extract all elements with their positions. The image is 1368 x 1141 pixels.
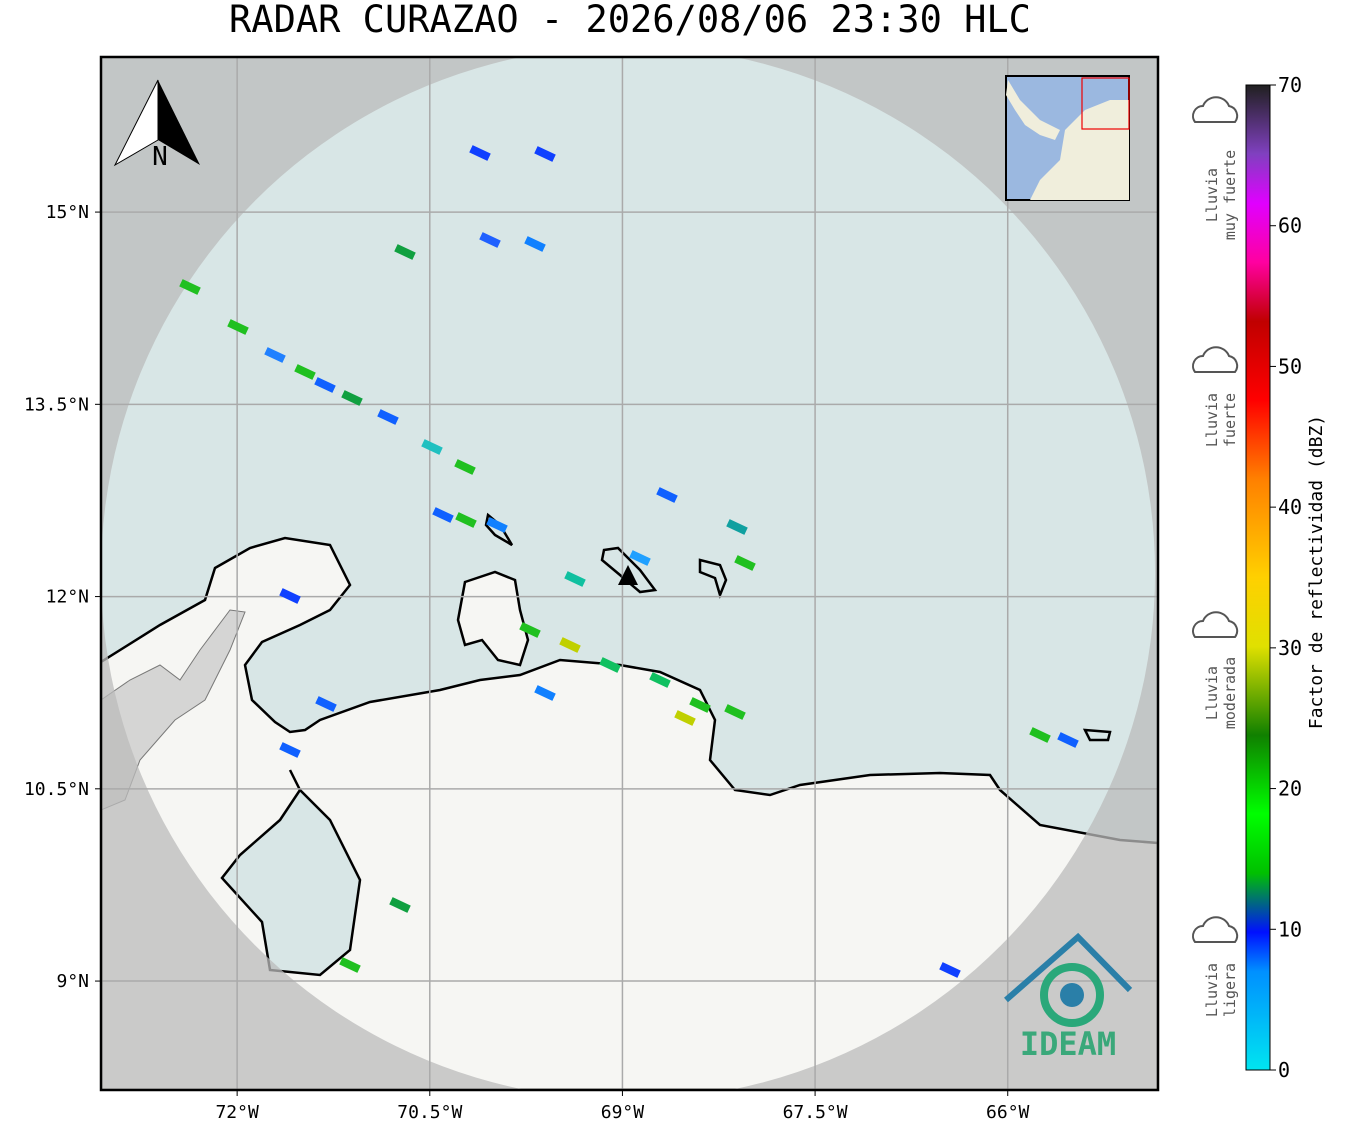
radar-echo	[599, 657, 621, 673]
radar-echo	[394, 244, 416, 260]
radar-echo	[315, 696, 337, 712]
title: RADAR CURAZAO - 2026/08/06 23:30 HLC	[229, 0, 1031, 41]
north-arrow: N	[113, 79, 200, 172]
radar-echo	[534, 685, 556, 701]
radar-echo	[726, 519, 748, 535]
radar-echo	[486, 517, 508, 533]
radar-echo	[689, 697, 711, 713]
radar-echo	[479, 232, 501, 248]
radar-echo	[454, 459, 476, 475]
colorbar-tick-label: 70	[1278, 73, 1302, 97]
legend-text: muy fuerte	[1221, 150, 1239, 240]
north-label: N	[152, 142, 168, 172]
x-tick-label: 72°W	[215, 1102, 259, 1123]
x-tick-label: 66°W	[986, 1102, 1030, 1123]
radar-echo	[389, 897, 411, 913]
radar-echo	[469, 145, 491, 161]
y-tick-label: 9°N	[56, 971, 89, 992]
radar-echo	[227, 319, 249, 335]
x-tick-label: 70.5°W	[397, 1102, 462, 1123]
rain-icon	[1192, 346, 1239, 373]
radar-echo	[939, 962, 961, 978]
colorbar-tick-label: 20	[1278, 777, 1302, 801]
radar-echo	[734, 555, 756, 571]
colorbar-tick-label: 10	[1278, 917, 1302, 941]
radar-echo	[377, 409, 399, 425]
radar-echo	[179, 279, 201, 295]
colorbar-tick-label: 60	[1278, 214, 1302, 238]
radar-echo	[534, 146, 556, 162]
legend-text: Lluvia	[1203, 393, 1221, 447]
ideam-logo: IDEAM	[1004, 932, 1133, 1063]
radar-echo	[264, 347, 286, 363]
logo-text: IDEAM	[1020, 1025, 1116, 1063]
rain-icon	[1192, 916, 1239, 943]
radar-echo	[339, 957, 361, 973]
legend-text: Lluvia	[1203, 168, 1221, 222]
radar-echo	[341, 390, 363, 406]
radar-echo	[279, 588, 301, 604]
legend-text: ligera	[1221, 963, 1239, 1017]
radar-echo	[564, 571, 586, 587]
radar-echo	[524, 236, 546, 252]
map	[101, 57, 1158, 1090]
radar-echo	[629, 550, 651, 566]
radar-echo	[1057, 732, 1079, 748]
radar-echo	[421, 439, 443, 455]
radar-echo	[432, 507, 454, 523]
radar-echo	[1029, 727, 1051, 743]
radar-echo	[314, 377, 336, 393]
y-tick-label: 15°N	[46, 202, 89, 223]
legend-text: moderada	[1221, 657, 1239, 729]
colorbar-tick-label: 0	[1278, 1058, 1290, 1082]
x-tick-label: 69°W	[601, 1102, 645, 1123]
radar-echo	[279, 742, 301, 758]
y-tick-label: 10.5°N	[24, 779, 89, 800]
inset-map	[1005, 75, 1130, 201]
legend-text: Lluvia	[1203, 666, 1221, 720]
colorbar-label: Factor de reflectividad (dBZ)	[1306, 415, 1327, 729]
radar-echo	[649, 672, 671, 688]
map-frame	[99, 55, 1160, 1092]
radar-echo	[724, 704, 746, 720]
rain-icon	[1192, 96, 1239, 123]
radar-echo	[519, 622, 541, 638]
colorbar-tick-label: 40	[1278, 495, 1302, 519]
radar-echo	[656, 487, 678, 503]
radar-echo	[455, 512, 477, 528]
radar-echo	[294, 364, 316, 380]
legend-text: Lluvia	[1203, 963, 1221, 1017]
colorbar-tick-label: 50	[1278, 354, 1302, 378]
radar-echo	[559, 637, 581, 653]
colorbar-tick-label: 30	[1278, 636, 1302, 660]
legend-text: fuerte	[1221, 393, 1239, 447]
rain-icon	[1192, 611, 1239, 638]
colorbar	[1245, 84, 1271, 1071]
x-tick-label: 67.5°W	[783, 1102, 848, 1123]
radar-echo	[674, 710, 696, 726]
y-tick-label: 13.5°N	[24, 394, 89, 415]
y-tick-label: 12°N	[46, 587, 89, 608]
